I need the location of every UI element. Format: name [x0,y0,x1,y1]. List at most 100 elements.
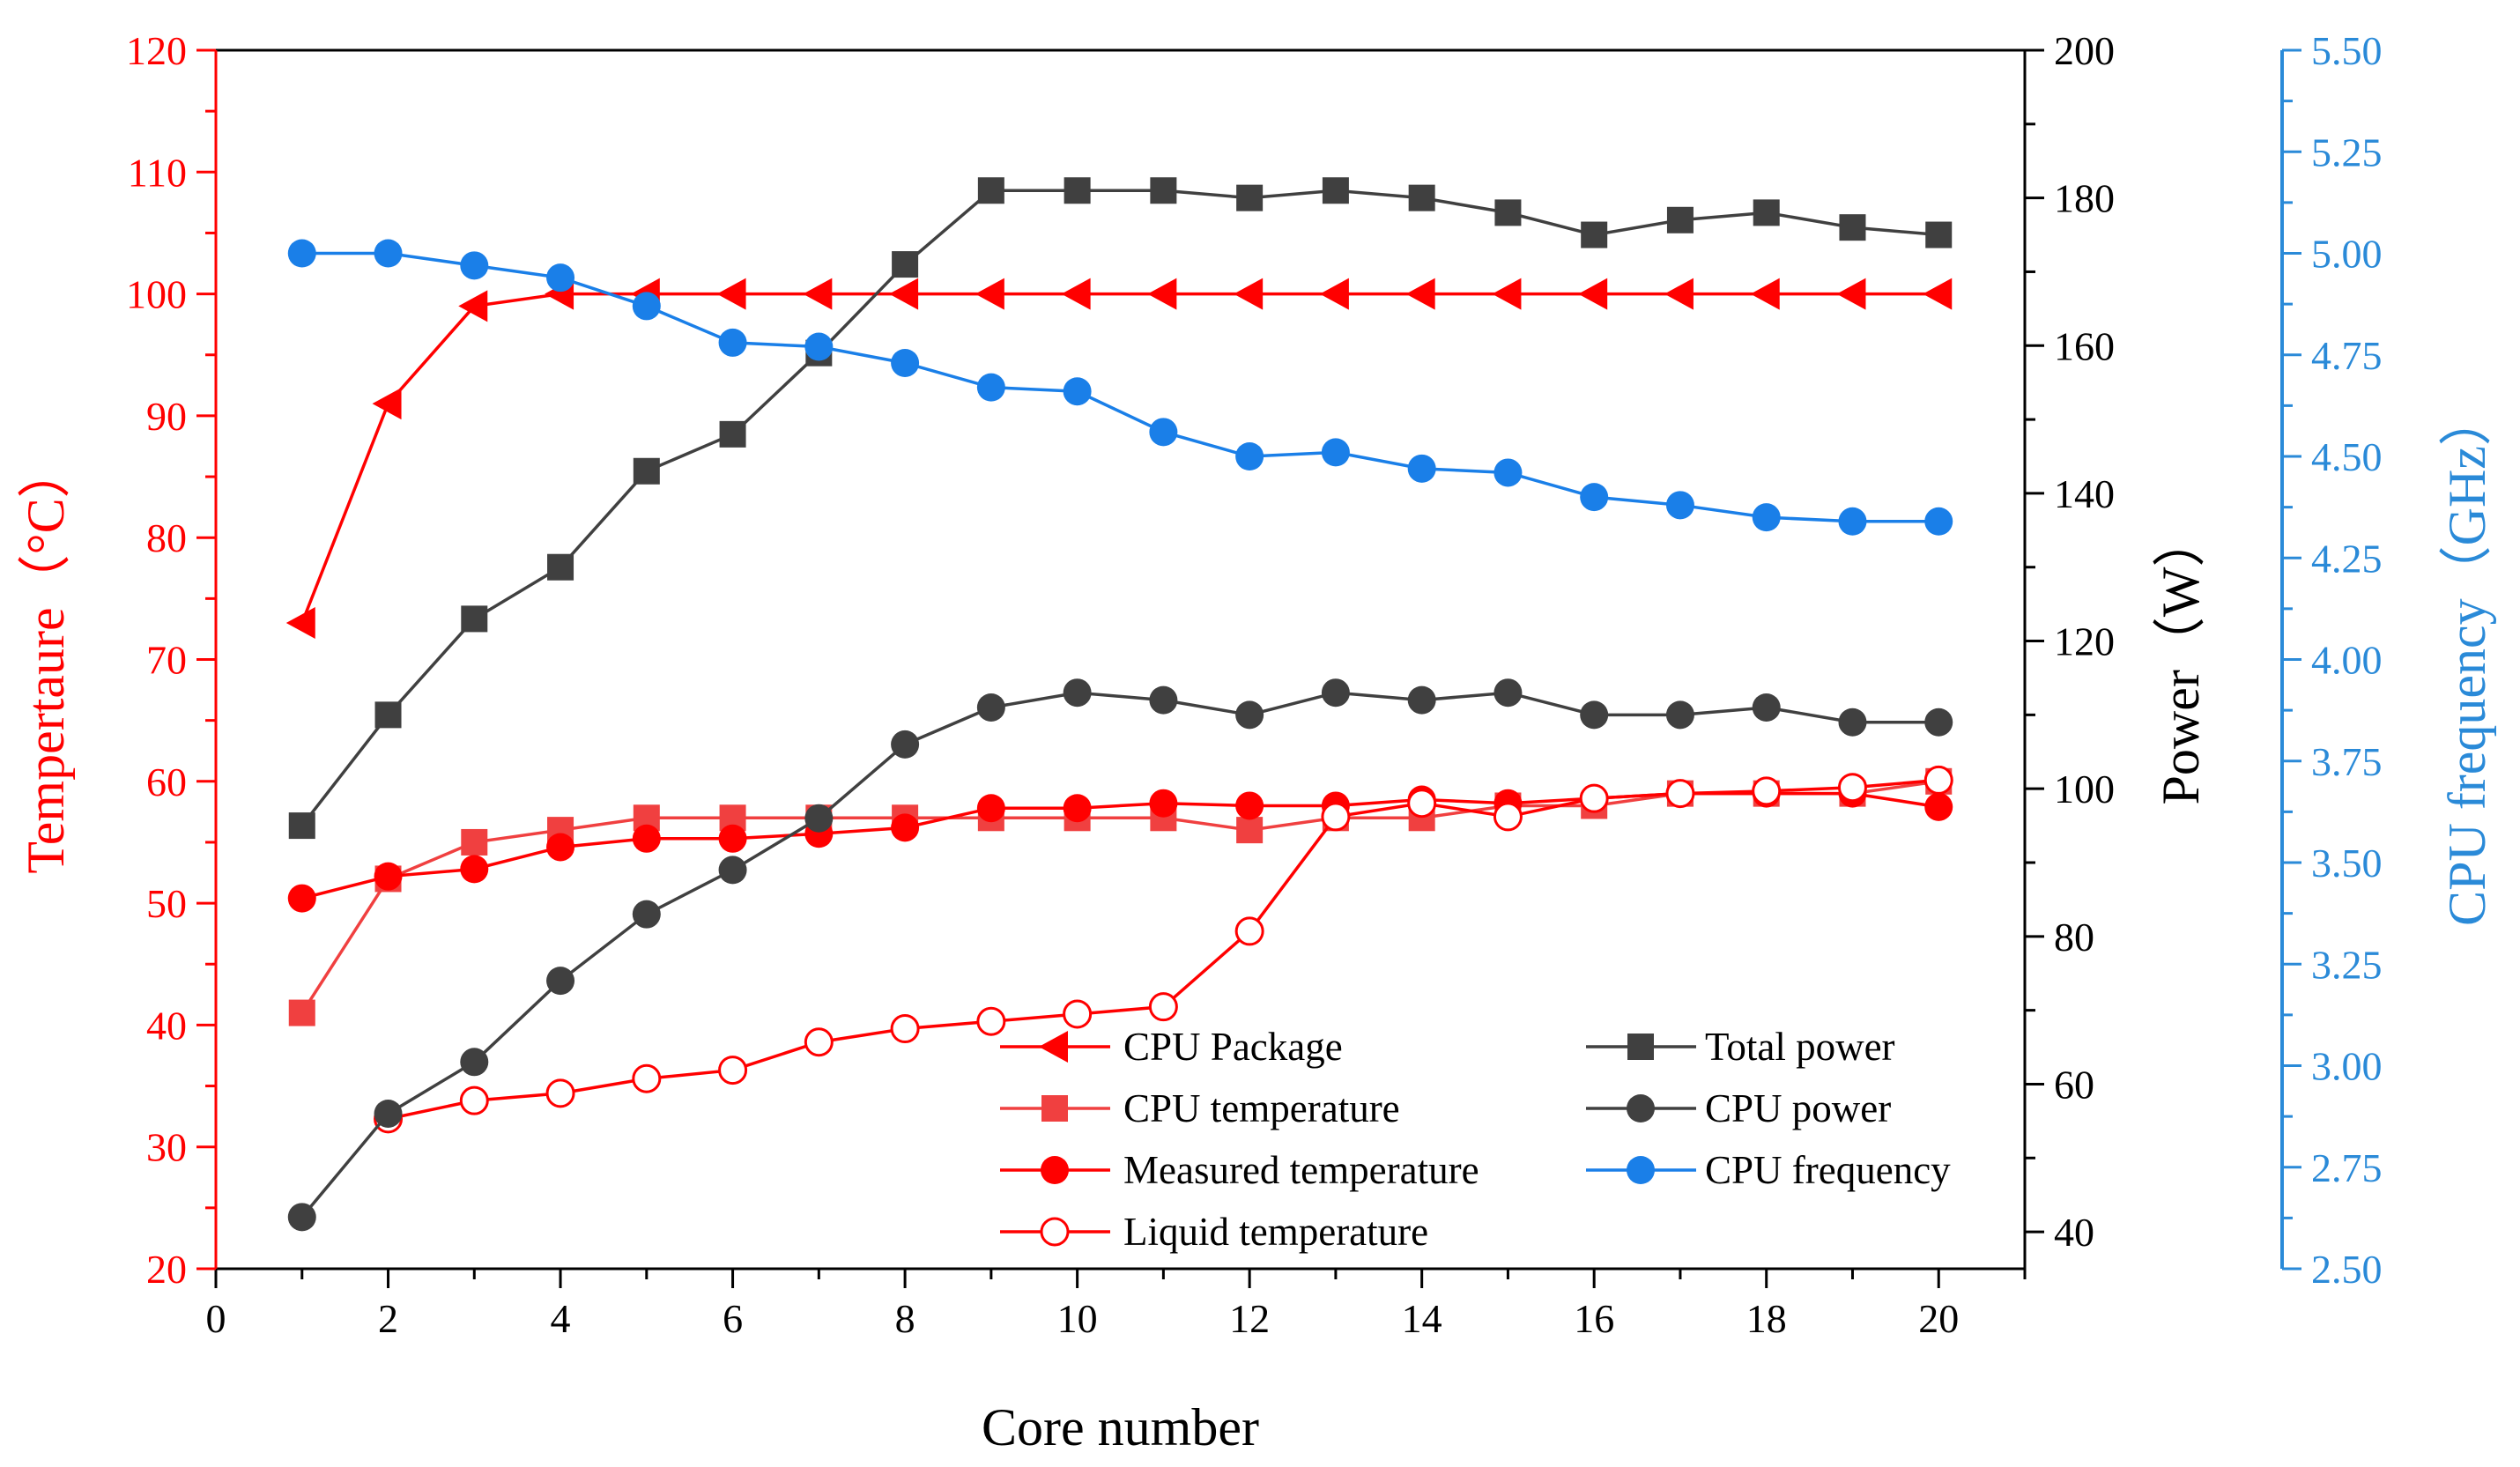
y-left-tick-label: 40 [146,1003,187,1048]
data-point [1063,999,1093,1029]
y-right-tick-label: 180 [2054,176,2115,221]
legend-swatch-marker [1041,1156,1069,1184]
data-point [891,348,920,377]
data-point [1578,278,1608,310]
y-right-tick-label: 160 [2054,323,2115,368]
data-point [1666,206,1694,233]
data-point [718,824,747,853]
x-tick-label: 14 [1402,1296,1442,1341]
data-point [890,1014,920,1044]
y-right2-tick-label: 5.00 [2311,232,2383,277]
data-point [891,813,920,842]
y-right2-tick-label: 4.25 [2311,536,2383,581]
y-right-tick-label: 100 [2054,767,2115,811]
data-point [1664,278,1694,310]
x-tick-label: 18 [1746,1296,1787,1341]
data-point [1236,817,1264,844]
data-point [1580,483,1609,512]
data-point [1494,199,1522,226]
data-point [977,177,1004,204]
data-point [1235,442,1264,470]
x-tick-label: 20 [1918,1296,1959,1341]
data-point [1321,802,1351,832]
data-point [1235,700,1264,730]
data-point [1407,789,1437,819]
data-point [1149,789,1178,818]
y-right2-tick-label: 3.50 [2311,841,2383,885]
data-point [976,1006,1006,1036]
data-point [459,1085,489,1115]
data-point [1321,438,1350,467]
data-point [1235,791,1264,820]
data-point [1236,184,1264,211]
y-right-tick-label: 120 [2054,619,2115,664]
data-point [546,967,575,996]
legend-item: CPU Package [1000,1025,1343,1069]
data-point [632,292,661,321]
data-point [1407,454,1436,483]
x-tick-label: 6 [723,1296,743,1341]
y-axis-right-title: Power（W） [2152,515,2210,805]
y-left-tick-label: 90 [146,394,187,439]
data-point [804,1027,834,1057]
y-left-tick-label: 30 [146,1125,187,1170]
y-right2-tick-label: 5.25 [2311,130,2383,174]
legend-item: CPU power [1586,1086,1891,1130]
y-left-tick-label: 100 [126,272,187,317]
data-point [1665,700,1694,730]
series-line [300,691,1939,1219]
data-point [1064,177,1091,204]
axes-layer: 0 2 4 6 8 10 12 14 16 18 20 20 30 40 50 60 70 80 90 100 110 1… [126,28,2383,1341]
data-point [374,239,403,268]
data-point [1923,765,1953,795]
data-point [1234,916,1264,946]
data-point [1150,177,1177,204]
data-point [1493,678,1523,708]
data-point [287,1203,316,1232]
legend-label: CPU power [1705,1086,1891,1130]
data-point [1836,278,1866,310]
x-tick-label: 2 [378,1296,398,1341]
data-point [1752,503,1781,532]
data-point [632,824,661,853]
data-point [632,1063,662,1093]
data-point [1665,779,1695,809]
x-tick-label: 16 [1574,1296,1614,1341]
data-point [976,794,1005,823]
data-point [374,862,403,891]
data-point [1063,794,1092,823]
data-point [460,855,489,884]
data-point [1493,802,1523,832]
y-left-tick-label: 80 [146,515,187,560]
data-point [1149,418,1178,447]
y-right-tick-label: 200 [2054,28,2115,73]
data-point [1924,708,1953,737]
legend-label: Total power [1705,1025,1895,1069]
y-left-tick-label: 60 [146,759,187,804]
data-point [1405,278,1435,310]
legend-label: Measured temperature [1123,1148,1479,1192]
data-point [718,856,747,885]
x-tick-label: 0 [206,1296,226,1341]
y-axis-left-title: Tempertaure（°C） [17,445,75,873]
series-line [301,251,1939,523]
legend-label: CPU temperature [1123,1086,1400,1130]
data-point [287,884,316,913]
data-point [546,263,575,293]
data-point [889,278,919,310]
data-point [632,900,661,929]
y-right2-tick-label: 2.50 [2311,1247,2383,1292]
y-right-tick-label: 80 [2054,915,2094,959]
data-point [372,388,402,420]
y-right-tick-label: 60 [2054,1062,2094,1107]
x-tick-label: 12 [1229,1296,1270,1341]
data-point [1839,214,1866,241]
data-point [1319,278,1349,310]
series-cpu-power [287,678,1953,1232]
legend-item: Measured temperature [1000,1148,1479,1192]
legend: CPU Package CPU temperature Measured tempe… [1000,1025,1951,1254]
y-right-tick-label: 140 [2054,471,2115,516]
y-right-tick-label: 40 [2054,1210,2094,1255]
series-cpu-package [285,278,1953,640]
data-point [1063,678,1092,708]
